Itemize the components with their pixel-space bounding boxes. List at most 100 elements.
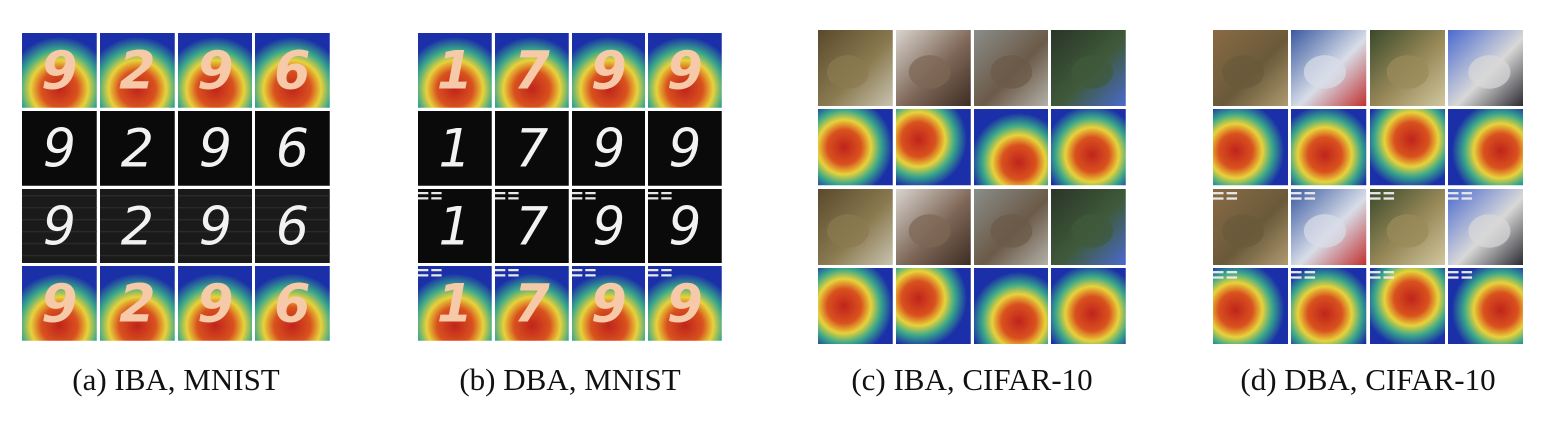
photo-triggered-tile [1447,188,1523,265]
digit-glyph: 9 [667,41,703,101]
photo-triggered-tile [1291,188,1367,265]
photo-tile [1213,30,1289,107]
digit-glyph: 1 [437,274,473,334]
digit-glyph: 2 [119,274,155,335]
heatmap-tile [1051,109,1126,186]
triggered-digit-tile: 2 [99,188,175,264]
heatmap-overlay-tile: 7 [494,33,569,108]
trigger-pattern [1291,270,1316,279]
digit-glyph: 1 [437,41,473,101]
triggered-digit-tile: 6 [255,188,330,264]
heatmap-overlay-tile: 9 [177,266,253,341]
digit-glyph: 9 [197,274,233,335]
heatmap-overlay-tile: 9 [648,33,722,108]
digit-glyph: 6 [274,274,310,335]
trigger-pattern [494,191,519,199]
heatmap-overlay-tile: 9 [571,266,646,341]
heatmap-overlay-tile: 1 [418,33,492,108]
heatmap-tile [1213,267,1289,344]
panel-c-grid [818,30,1126,344]
caption-d: (d) DBA, CIFAR-10 [1240,362,1496,397]
heatmap-overlay-tile: 9 [571,33,646,108]
photo-tile [1447,30,1523,107]
heatmap-overlay-tile: 9 [22,33,97,108]
photo-tile [1051,30,1126,107]
trigger-pattern [1369,191,1394,200]
digit-glyph: 9 [669,196,702,256]
trigger-pattern [571,269,596,277]
caption-a: (a) IBA, MNIST [72,362,280,397]
photo-triggered-tile [973,188,1049,265]
heatmap-tile [1369,267,1445,344]
digit-glyph: 6 [276,196,309,257]
digit-glyph: 9 [43,196,76,257]
heatmap-tile [1213,109,1289,186]
digit-glyph: 2 [119,40,155,101]
digit-glyph: 7 [514,41,551,101]
digit-glyph: 9 [41,274,77,335]
clean-digit-tile: 9 [648,110,722,186]
trigger-pattern [1369,270,1394,279]
trigger-pattern [418,191,442,199]
digit-glyph: 7 [515,119,548,179]
digit-glyph: 2 [120,196,153,257]
digit-glyph: 9 [197,40,233,101]
trigger-pattern [418,269,442,277]
heatmap-tile [895,267,971,344]
heatmap-tile [1291,109,1367,186]
digit-glyph: 6 [276,118,309,179]
triggered-digit-tile: 7 [494,188,569,264]
clean-digit-tile: 2 [99,110,175,186]
heatmap-overlay-tile: 9 [22,266,97,341]
triggered-digit-tile: 1 [418,188,492,264]
digit-glyph: 1 [438,196,471,256]
trigger-pattern [571,191,596,199]
trigger-pattern [1447,191,1472,200]
clean-digit-tile: 7 [494,110,569,186]
digit-glyph: 9 [667,274,703,334]
photo-triggered-tile [1369,188,1445,265]
clean-digit-tile: 9 [22,110,97,186]
photo-tile [895,30,971,107]
digit-glyph: 9 [590,41,626,101]
digit-glyph: 1 [438,119,471,179]
heatmap-tile [973,267,1049,344]
digit-glyph: 7 [515,196,548,256]
heatmap-tile [895,109,971,186]
heatmap-overlay-tile: 9 [648,266,722,341]
photo-triggered-tile [1051,188,1126,265]
panel-d-grid [1213,30,1523,344]
heatmap-overlay-tile: 1 [418,266,492,341]
heatmap-overlay-tile: 7 [494,266,569,341]
trigger-pattern [494,269,519,277]
digit-glyph: 9 [198,118,231,179]
panel-d [1213,30,1523,344]
caption-c: (c) IBA, CIFAR-10 [851,362,1093,397]
heatmap-tile [818,109,893,186]
digit-glyph: 9 [669,119,702,179]
digit-glyph: 9 [590,274,626,334]
triggered-digit-tile: 9 [22,188,97,264]
heatmap-overlay-tile: 2 [99,33,175,108]
digit-glyph: 9 [592,196,625,256]
heatmap-tile [1447,109,1523,186]
trigger-pattern [1291,191,1316,200]
digit-glyph: 9 [43,118,76,179]
panel-c [818,30,1126,344]
caption-b: (b) DBA, MNIST [459,362,681,397]
digit-glyph: 6 [274,40,310,101]
triggered-digit-tile: 9 [177,188,253,264]
digit-glyph: 9 [41,40,77,101]
trigger-pattern [1213,270,1238,279]
trigger-pattern [1213,191,1238,200]
trigger-pattern [648,269,672,277]
heatmap-overlay-tile: 6 [255,33,330,108]
heatmap-tile [1291,267,1367,344]
clean-digit-tile: 9 [571,110,646,186]
heatmap-tile [1369,109,1445,186]
clean-digit-tile: 6 [255,110,330,186]
